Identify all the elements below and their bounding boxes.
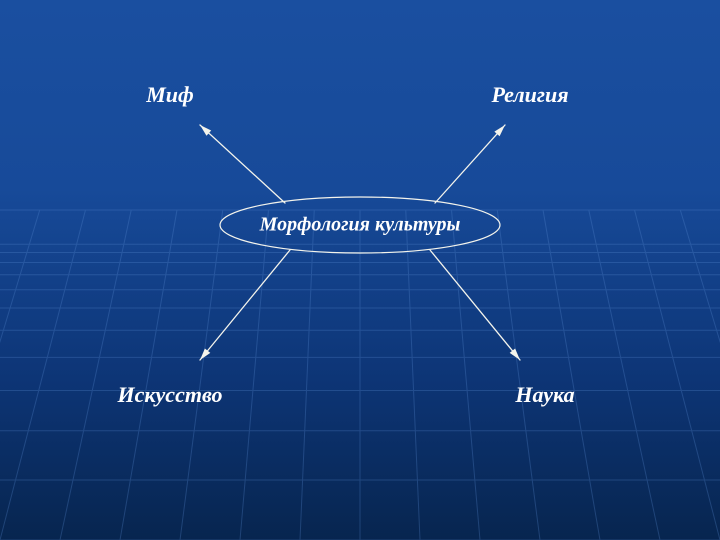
node-label-art: Искусство <box>118 382 223 408</box>
node-label-myth: Миф <box>146 82 194 108</box>
diagram-stage: Морфология культуры Миф Религия Искусств… <box>0 0 720 540</box>
node-label-religion: Религия <box>491 82 568 108</box>
node-label-science: Наука <box>515 382 574 408</box>
foreground-svg <box>0 0 720 540</box>
center-label: Морфология культуры <box>260 214 461 237</box>
